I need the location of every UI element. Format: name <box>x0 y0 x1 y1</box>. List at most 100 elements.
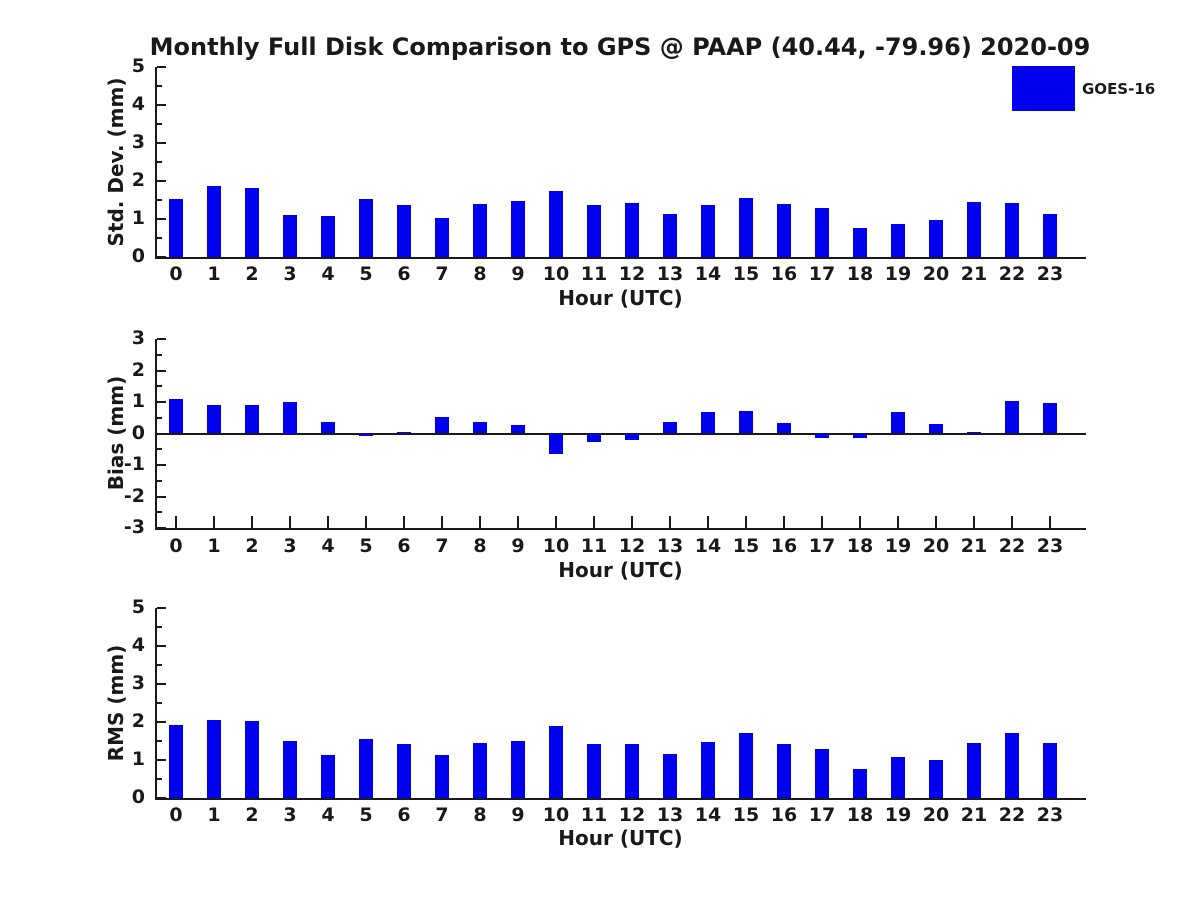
y-tick-label-bias: -2 <box>123 484 145 507</box>
bar-rms-hour-5 <box>359 738 373 798</box>
bar-rms-hour-12 <box>625 743 639 798</box>
bar-std-dev-hour-21 <box>967 201 981 257</box>
y-tick-label-rms: 0 <box>131 786 145 808</box>
x-tick-label-bias-3: 3 <box>283 535 297 557</box>
x-tick-label-bias-21: 21 <box>960 535 988 557</box>
y-tick-label-std-dev: 5 <box>131 55 145 77</box>
x-tick-label-std-dev-19: 19 <box>884 263 912 285</box>
bar-std-dev-hour-6 <box>397 204 411 257</box>
x-tick-label-rms-7: 7 <box>435 804 449 826</box>
bar-bias-hour-13 <box>663 422 677 434</box>
x-tick-label-bias-19: 19 <box>884 535 912 557</box>
y-tick-label-rms: 2 <box>131 710 145 732</box>
y-major-tick-std-dev <box>157 256 166 258</box>
bar-std-dev-hour-17 <box>815 207 829 257</box>
bar-rms-hour-10 <box>549 725 563 798</box>
x-tick-label-std-dev-9: 9 <box>511 263 525 285</box>
y-axis-label-rms: RMS (mm) <box>104 644 128 762</box>
x-tick-label-rms-23: 23 <box>1036 804 1064 826</box>
x-tick-bias <box>669 516 671 528</box>
y-major-tick-rms <box>157 721 166 723</box>
x-tick-label-bias-23: 23 <box>1036 535 1064 557</box>
bar-std-dev-hour-5 <box>359 198 373 257</box>
y-tick-label-rms: 3 <box>131 672 145 694</box>
bar-rms-hour-1 <box>207 719 221 798</box>
bar-std-dev-hour-3 <box>283 214 297 257</box>
x-tick-label-std-dev-7: 7 <box>435 263 449 285</box>
bar-bias-hour-10 <box>549 433 563 454</box>
bar-std-dev-hour-9 <box>511 201 525 257</box>
x-axis-label-rms: Hour (UTC) <box>558 826 683 850</box>
bar-rms-hour-9 <box>511 740 525 798</box>
y-minor-tick-rms <box>157 740 162 742</box>
x-tick-label-bias-22: 22 <box>998 535 1026 557</box>
bar-rms-hour-20 <box>929 760 943 798</box>
bar-rms-hour-14 <box>701 741 715 798</box>
x-tick-bias <box>707 516 709 528</box>
bar-bias-hour-4 <box>321 421 335 434</box>
x-tick-label-bias-15: 15 <box>732 535 760 557</box>
bar-std-dev-hour-2 <box>245 187 259 257</box>
x-tick-label-bias-4: 4 <box>321 535 335 557</box>
x-tick-label-rms-10: 10 <box>542 804 570 826</box>
y-major-tick-bias <box>157 495 166 498</box>
bar-bias-hour-5 <box>359 433 373 436</box>
x-tick-label-std-dev-4: 4 <box>321 263 335 285</box>
x-tick-bias <box>441 516 443 528</box>
x-axis-label-bias: Hour (UTC) <box>558 558 683 582</box>
bar-bias-hour-9 <box>511 425 525 434</box>
x-tick-label-rms-21: 21 <box>960 804 988 826</box>
x-tick-label-std-dev-13: 13 <box>656 263 684 285</box>
bar-rms-hour-21 <box>967 742 981 798</box>
y-tick-label-rms: 5 <box>131 596 145 618</box>
x-tick-label-rms-13: 13 <box>656 804 684 826</box>
x-tick-label-rms-19: 19 <box>884 804 912 826</box>
x-tick-label-rms-9: 9 <box>511 804 525 826</box>
x-tick-label-rms-5: 5 <box>359 804 373 826</box>
bar-bias-hour-23 <box>1043 402 1057 434</box>
x-tick-bias <box>365 516 367 528</box>
y-major-tick-std-dev <box>157 66 166 68</box>
bar-rms-hour-18 <box>853 768 867 798</box>
x-tick-bias <box>1011 516 1013 528</box>
x-axis-std-dev <box>155 257 1086 259</box>
x-tick-label-rms-15: 15 <box>732 804 760 826</box>
x-tick-bias <box>1049 516 1051 528</box>
y-tick-label-bias: 0 <box>131 421 145 444</box>
x-tick-label-std-dev-15: 15 <box>732 263 760 285</box>
bar-std-dev-hour-14 <box>701 205 715 257</box>
y-major-tick-bias <box>157 401 166 403</box>
y-minor-tick-std-dev <box>157 85 162 87</box>
x-tick-label-rms-4: 4 <box>321 804 335 826</box>
x-tick-label-bias-6: 6 <box>397 535 411 557</box>
bar-bias-hour-17 <box>815 433 829 438</box>
x-tick-label-std-dev-12: 12 <box>618 263 646 285</box>
y-major-tick-rms <box>157 683 166 685</box>
bar-bias-hour-12 <box>625 433 639 440</box>
x-tick-bias <box>935 516 937 528</box>
y-major-tick-bias <box>157 369 166 372</box>
y-major-tick-bias <box>157 338 166 340</box>
x-tick-bias <box>289 516 291 528</box>
x-tick-label-std-dev-17: 17 <box>808 263 836 285</box>
bar-rms-hour-4 <box>321 755 335 798</box>
bar-rms-hour-13 <box>663 753 677 798</box>
x-tick-label-rms-2: 2 <box>245 804 259 826</box>
x-tick-label-std-dev-5: 5 <box>359 263 373 285</box>
bar-std-dev-hour-11 <box>587 204 601 257</box>
x-tick-bias <box>745 516 747 528</box>
y-major-tick-rms <box>157 759 166 761</box>
y-tick-label-bias: -3 <box>123 516 145 538</box>
bar-std-dev-hour-15 <box>739 198 753 257</box>
bar-bias-hour-7 <box>435 417 449 434</box>
y-minor-tick-std-dev <box>157 161 162 163</box>
bar-rms-hour-7 <box>435 754 449 798</box>
bar-std-dev-hour-16 <box>777 203 791 257</box>
bar-std-dev-hour-12 <box>625 203 639 257</box>
y-axis-rms <box>155 608 157 800</box>
x-tick-label-bias-18: 18 <box>846 535 874 557</box>
x-tick-label-std-dev-23: 23 <box>1036 263 1064 285</box>
x-tick-label-bias-12: 12 <box>618 535 646 557</box>
x-tick-label-std-dev-3: 3 <box>283 263 297 285</box>
